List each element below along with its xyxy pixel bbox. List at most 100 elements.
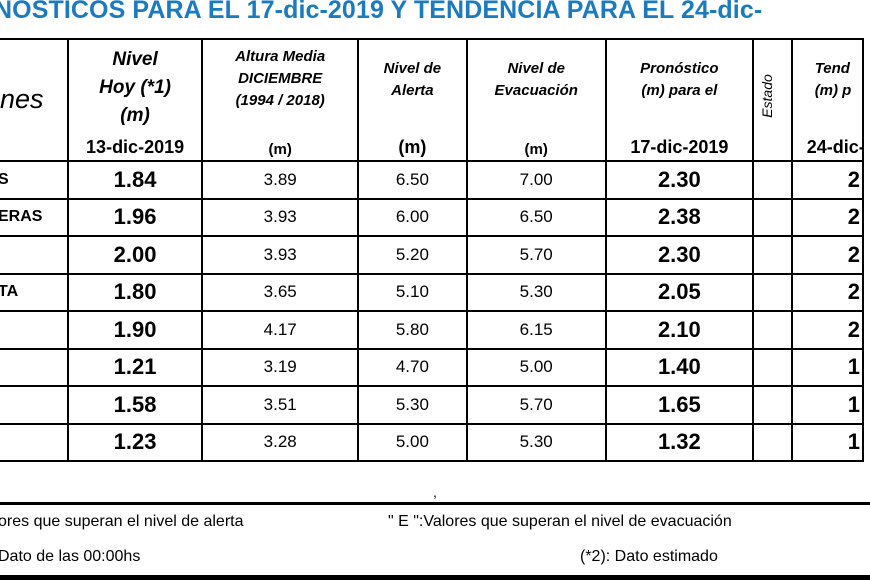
- station-name: [0, 310, 69, 350]
- footnote-evacuacion: " E ":Valores que superan el nivel de ev…: [388, 513, 732, 530]
- stray-mark: ,: [433, 484, 437, 500]
- header-name: nes: [0, 38, 69, 162]
- header-alerta-unit: (m): [398, 137, 427, 157]
- table-row: ERAS 1.96 3.93 6.00 6.50 2.38 2: [0, 197, 865, 237]
- station-name: [0, 385, 69, 425]
- table-row: 2.00 3.93 5.20 5.70 2.30 2: [0, 235, 865, 275]
- table-row: 1.21 3.19 4.70 5.00 1.40 1: [0, 347, 865, 387]
- footnote-alerta: ores que superan el nivel de alerta: [0, 513, 244, 530]
- altura-media-value: 4.17: [201, 310, 359, 350]
- header-evac-line2: Evacuación: [494, 82, 578, 99]
- tendencia-value: 1: [790, 385, 865, 425]
- estado-cell: [752, 310, 793, 350]
- evacuacion-value: 6.15: [465, 310, 607, 350]
- nivel-hoy-value: 1.90: [66, 310, 204, 350]
- nivel-hoy-value: 1.84: [66, 160, 204, 200]
- estado-cell: [752, 347, 793, 387]
- header-altura-line3: (1994 / 2018): [235, 92, 325, 109]
- table-row: 1.23 3.28 5.00 5.30 1.32 1: [0, 422, 865, 462]
- altura-media-value: 3.19: [201, 347, 359, 387]
- table-row: TA 1.80 3.65 5.10 5.30 2.05 2: [0, 272, 865, 312]
- header-evac-line1: Nivel de: [507, 60, 565, 77]
- alerta-value: 5.00: [356, 422, 468, 462]
- tendencia-value: 2: [790, 272, 865, 312]
- nivel-hoy-value: 1.21: [66, 347, 204, 387]
- estado-cell: [752, 272, 793, 312]
- header-nivel-hoy: Nivel Hoy (*1) (m) 13-dic-2019: [66, 38, 204, 162]
- table-row: S 1.84 3.89 6.50 7.00 2.30 2: [0, 160, 865, 200]
- station-name: TA: [0, 272, 69, 312]
- header-alerta-line2: Alerta: [391, 82, 434, 99]
- table-row: 1.58 3.51 5.30 5.70 1.65 1: [0, 385, 865, 425]
- header-tend-line1: Tend: [814, 60, 850, 77]
- pronostico-value: 2.30: [604, 235, 755, 275]
- alerta-value: 5.30: [356, 385, 468, 425]
- header-name-text: nes: [0, 84, 44, 114]
- header-evacuacion: Nivel de Evacuación (m): [465, 38, 607, 162]
- header-nivel-hoy-line3: (m): [120, 105, 150, 126]
- pronostico-value: 1.40: [604, 347, 755, 387]
- header-estado-text: Estado: [759, 74, 776, 118]
- tendencia-value: 1: [790, 422, 865, 462]
- evacuacion-value: 5.00: [465, 347, 607, 387]
- footnote-estimado: (*2): Dato estimado: [580, 548, 718, 565]
- alerta-value: 5.80: [356, 310, 468, 350]
- header-row: nes Nivel Hoy (*1) (m) 13-dic-2019 Altur…: [0, 38, 865, 162]
- header-altura-unit: (m): [268, 141, 292, 158]
- header-pron-date: 17-dic-2019: [630, 137, 729, 157]
- pronostico-value: 1.32: [604, 422, 755, 462]
- header-alerta: Nivel de Alerta (m): [356, 38, 468, 162]
- nivel-hoy-value: 1.96: [66, 197, 204, 237]
- alerta-value: 5.10: [356, 272, 468, 312]
- altura-media-value: 3.89: [201, 160, 359, 200]
- header-altura-line1: Altura Media: [235, 48, 326, 65]
- header-altura-line2: DICIEMBRE: [238, 70, 323, 87]
- header-alerta-line1: Nivel de: [383, 60, 442, 77]
- header-nivel-hoy-line2: Hoy (*1): [99, 77, 171, 98]
- altura-media-value: 3.93: [201, 197, 359, 237]
- header-tend-line2: (m) p: [814, 82, 852, 99]
- estado-cell: [752, 385, 793, 425]
- altura-media-value: 3.51: [201, 385, 359, 425]
- tendencia-value: 2: [790, 310, 865, 350]
- pronostico-value: 2.30: [604, 160, 755, 200]
- alerta-value: 4.70: [356, 347, 468, 387]
- page-title: NOSTICOS PARA EL 17-dic-2019 Y TENDENCIA…: [0, 0, 763, 24]
- header-tend-date: 24-dic-: [806, 137, 863, 157]
- header-pron-line2: (m) para el: [641, 82, 718, 99]
- pronostico-value: 2.10: [604, 310, 755, 350]
- tendencia-value: 2: [790, 197, 865, 237]
- header-altura-media: Altura Media DICIEMBRE (1994 / 2018) (m): [201, 38, 359, 162]
- station-name: ERAS: [0, 197, 69, 237]
- pronostico-value: 2.38: [604, 197, 755, 237]
- station-name: [0, 235, 69, 275]
- alerta-value: 6.50: [356, 160, 468, 200]
- station-name: [0, 347, 69, 387]
- estado-cell: [752, 160, 793, 200]
- estado-cell: [752, 422, 793, 462]
- alerta-value: 5.20: [356, 235, 468, 275]
- header-estado: Estado: [752, 38, 793, 162]
- header-nivel-hoy-date: 13-dic-2019: [86, 137, 185, 157]
- pronostico-value: 2.05: [604, 272, 755, 312]
- forecast-table: nes Nivel Hoy (*1) (m) 13-dic-2019 Altur…: [0, 38, 865, 462]
- evacuacion-value: 5.30: [465, 422, 607, 462]
- header-pronostico: Pronóstico (m) para el 17-dic-2019: [604, 38, 755, 162]
- nivel-hoy-value: 1.23: [66, 422, 204, 462]
- nivel-hoy-value: 1.58: [66, 385, 204, 425]
- header-nivel-hoy-line1: Nivel: [112, 49, 158, 70]
- altura-media-value: 3.65: [201, 272, 359, 312]
- alerta-value: 6.00: [356, 197, 468, 237]
- pronostico-value: 1.65: [604, 385, 755, 425]
- station-name: [0, 422, 69, 462]
- footer-divider-top: [0, 502, 870, 505]
- evacuacion-value: 5.30: [465, 272, 607, 312]
- station-name: S: [0, 160, 69, 200]
- evacuacion-value: 6.50: [465, 197, 607, 237]
- header-pron-line1: Pronóstico: [640, 60, 719, 77]
- altura-media-value: 3.28: [201, 422, 359, 462]
- table-row: 1.90 4.17 5.80 6.15 2.10 2: [0, 310, 865, 350]
- nivel-hoy-value: 1.80: [66, 272, 204, 312]
- tendencia-value: 2: [790, 235, 865, 275]
- tendencia-value: 2: [790, 160, 865, 200]
